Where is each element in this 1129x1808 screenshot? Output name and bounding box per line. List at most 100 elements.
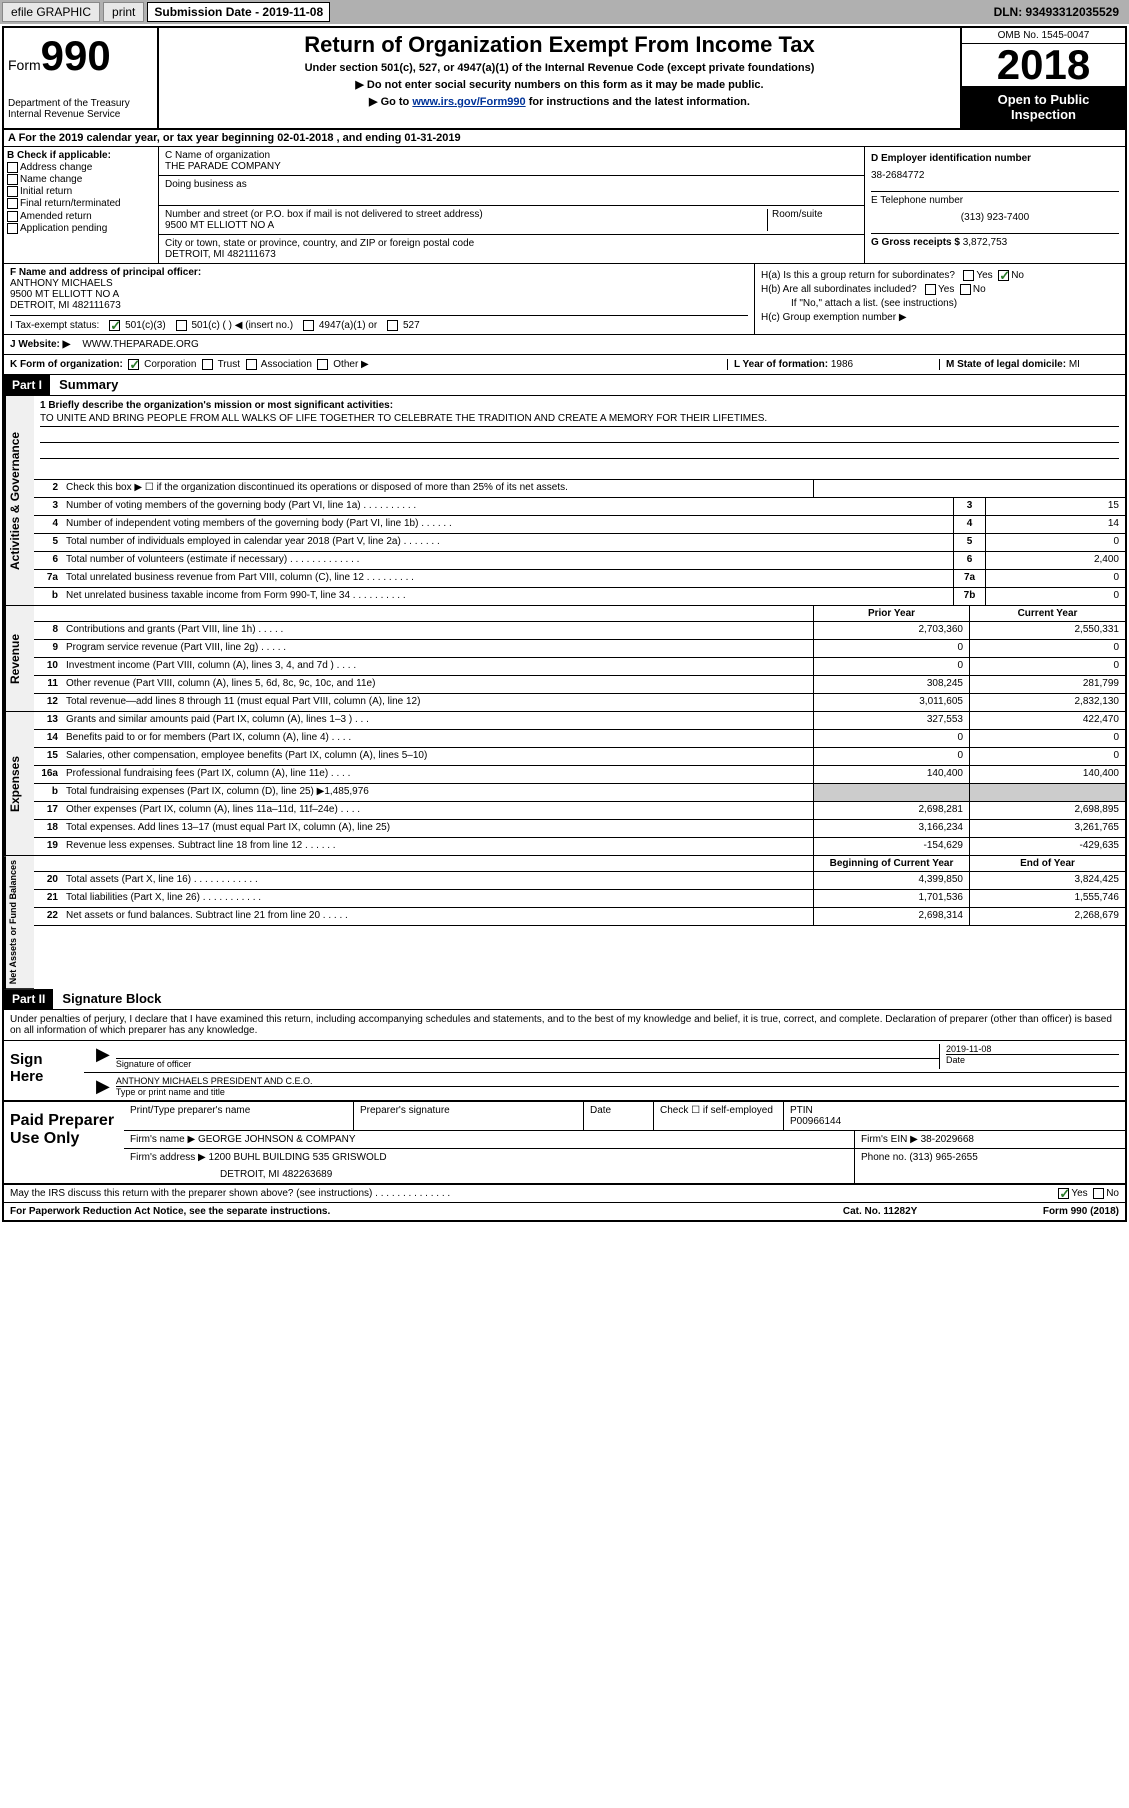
cb-527[interactable]: 527 — [387, 320, 419, 331]
discuss-row: May the IRS discuss this return with the… — [4, 1185, 1125, 1203]
org-name-label: C Name of organization — [165, 150, 858, 161]
row-i: I Tax-exempt status: 501(c)(3) 501(c) ( … — [10, 320, 748, 331]
cb-other[interactable] — [317, 359, 328, 370]
current-year-header: Current Year — [969, 606, 1125, 621]
cb-assoc[interactable] — [246, 359, 257, 370]
part1-header: Part I — [4, 375, 50, 395]
ha-yes[interactable] — [963, 270, 974, 281]
discuss-yes[interactable] — [1058, 1188, 1069, 1199]
ha-no[interactable] — [998, 270, 1009, 281]
net-assets-section: Net Assets or Fund Balances Beginning of… — [4, 856, 1125, 989]
table-row: 2Check this box ▶ ☐ if the organization … — [34, 480, 1125, 498]
cb-501c3[interactable]: 501(c)(3) — [109, 320, 165, 331]
table-row: 10Investment income (Part VIII, column (… — [34, 658, 1125, 676]
form-subtitle: Under section 501(c), 527, or 4947(a)(1)… — [167, 62, 952, 74]
sig-arrow-icon: ▶ — [90, 1044, 116, 1069]
side-governance: Activities & Governance — [4, 396, 34, 606]
table-row: 20Total assets (Part X, line 16) . . . .… — [34, 872, 1125, 890]
prep-self-emp: Check ☐ if self-employed — [654, 1102, 784, 1130]
city-label: City or town, state or province, country… — [165, 238, 858, 249]
officer-label: F Name and address of principal officer: — [10, 267, 748, 278]
room-suite: Room/suite — [768, 209, 858, 231]
header-left: Form990 Department of the Treasury Inter… — [4, 28, 159, 128]
l-val: 1986 — [831, 359, 853, 370]
toolbar: efile GRAPHIC print Submission Date - 20… — [0, 0, 1129, 24]
ptin-label: PTIN — [790, 1105, 1119, 1116]
hb-yes[interactable] — [925, 284, 936, 295]
part2-header-row: Part II Signature Block — [4, 989, 1125, 1010]
cb-name-change[interactable]: Name change — [7, 174, 155, 185]
table-row: 12Total revenue—add lines 8 through 11 (… — [34, 694, 1125, 712]
gross-label: G Gross receipts $ — [871, 237, 960, 248]
part2-header: Part II — [4, 989, 53, 1009]
dba-row: Doing business as — [159, 176, 864, 206]
cb-501c[interactable]: 501(c) ( ) ◀ (insert no.) — [176, 320, 293, 331]
footer-bottom: For Paperwork Reduction Act Notice, see … — [4, 1203, 1125, 1220]
cb-initial-return[interactable]: Initial return — [7, 186, 155, 197]
m-label: M State of legal domicile: — [946, 359, 1066, 370]
table-row: 11Other revenue (Part VIII, column (A), … — [34, 676, 1125, 694]
addr-row: Number and street (or P.O. box if mail i… — [159, 206, 864, 235]
print-button[interactable]: print — [103, 2, 144, 22]
sig-date-label: Date — [946, 1054, 1119, 1065]
form-title: Return of Organization Exempt From Incom… — [167, 32, 952, 58]
cb-amended[interactable]: Amended return — [7, 211, 155, 222]
table-row: 17Other expenses (Part IX, column (A), l… — [34, 802, 1125, 820]
form-number: 990 — [41, 32, 111, 79]
firm-name-label: Firm's name ▶ — [130, 1134, 195, 1145]
part1-header-row: Part I Summary — [4, 375, 1125, 396]
prep-date-header: Date — [584, 1102, 654, 1130]
sig-date: 2019-11-08 — [946, 1044, 1119, 1054]
discuss-no[interactable] — [1093, 1188, 1104, 1199]
irs-link[interactable]: www.irs.gov/Form990 — [412, 96, 525, 108]
dln-label: DLN: 93493312035529 — [994, 5, 1127, 19]
section-fh: F Name and address of principal officer:… — [4, 264, 1125, 335]
note-ssn: ▶ Do not enter social security numbers o… — [167, 78, 952, 91]
note2-pre: ▶ Go to — [369, 96, 412, 108]
end-year-header: End of Year — [969, 856, 1125, 871]
gross-value: 3,872,753 — [963, 237, 1008, 248]
table-row: 9Program service revenue (Part VIII, lin… — [34, 640, 1125, 658]
sig-arrow2-icon: ▶ — [90, 1076, 116, 1097]
table-row: 19Revenue less expenses. Subtract line 1… — [34, 838, 1125, 856]
form-word: Form — [8, 57, 41, 73]
cb-4947[interactable]: 4947(a)(1) or — [303, 320, 377, 331]
row-j-website: J Website: ▶ WWW.THEPARADE.ORG — [4, 335, 1125, 355]
col-b-checkboxes: B Check if applicable: Address change Na… — [4, 147, 159, 263]
table-row: 22Net assets or fund balances. Subtract … — [34, 908, 1125, 926]
website-label: J Website: ▶ — [10, 339, 70, 350]
prep-sig-header: Preparer's signature — [354, 1102, 584, 1130]
hb-no[interactable] — [960, 284, 971, 295]
firm-ein: 38-2029668 — [921, 1134, 974, 1145]
dept-irs: Internal Revenue Service — [8, 109, 153, 120]
header-center: Return of Organization Exempt From Incom… — [159, 28, 960, 128]
org-name-row: C Name of organization THE PARADE COMPAN… — [159, 147, 864, 176]
cb-corp[interactable] — [128, 359, 139, 370]
form-header: Form990 Department of the Treasury Inter… — [4, 28, 1125, 130]
side-revenue: Revenue — [4, 606, 34, 712]
table-row: 7aTotal unrelated business revenue from … — [34, 570, 1125, 588]
ein-label: D Employer identification number — [871, 153, 1119, 164]
table-row: 18Total expenses. Add lines 13–17 (must … — [34, 820, 1125, 838]
col-h: H(a) Is this a group return for subordin… — [755, 264, 1125, 334]
cb-app-pending[interactable]: Application pending — [7, 223, 155, 234]
part2-title: Signature Block — [56, 991, 161, 1006]
cb-final-return[interactable]: Final return/terminated — [7, 198, 155, 209]
website-value: WWW.THEPARADE.ORG — [82, 339, 198, 350]
row-k: K Form of organization: Corporation Trus… — [4, 355, 1125, 375]
cb-trust[interactable] — [202, 359, 213, 370]
efile-button[interactable]: efile GRAPHIC — [2, 2, 100, 22]
k-label: K Form of organization: — [10, 359, 123, 370]
otp1: Open to Public — [966, 92, 1121, 107]
ptin-value: P00966144 — [790, 1116, 1119, 1127]
table-row: 13Grants and similar amounts paid (Part … — [34, 712, 1125, 730]
cb-address-change[interactable]: Address change — [7, 162, 155, 173]
otp2: Inspection — [966, 107, 1121, 122]
cat-number: Cat. No. 11282Y — [843, 1206, 1043, 1217]
sign-here-section: Sign Here ▶ Signature of officer 2019-11… — [4, 1041, 1125, 1102]
city-value: DETROIT, MI 482111673 — [165, 249, 858, 260]
row-a-tax-year: A For the 2019 calendar year, or tax yea… — [4, 130, 1125, 147]
beginning-year-header: Beginning of Current Year — [813, 856, 969, 871]
line1-label: 1 Briefly describe the organization's mi… — [40, 400, 1119, 411]
open-to-public: Open to Public Inspection — [962, 86, 1125, 128]
